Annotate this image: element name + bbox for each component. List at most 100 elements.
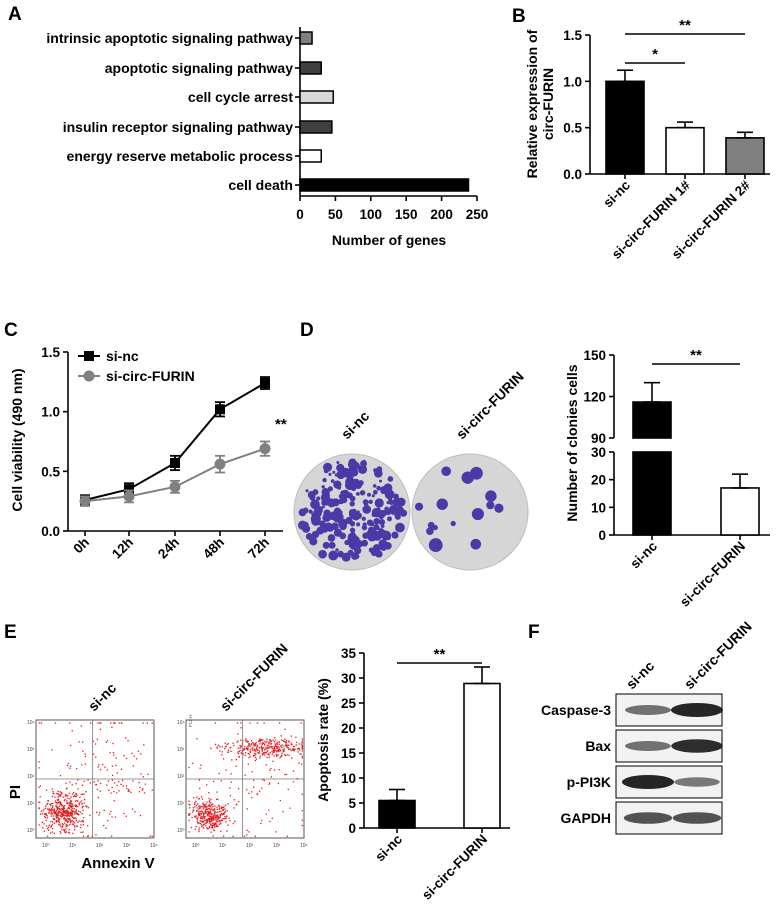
flow-event — [61, 823, 63, 825]
flow-event — [212, 818, 214, 821]
flow-event — [209, 811, 212, 814]
flow-event — [301, 742, 303, 744]
flow-event — [262, 742, 265, 745]
flow-event — [60, 809, 62, 811]
flow-event — [199, 822, 202, 825]
colony-dot — [322, 541, 330, 549]
flow-event — [221, 754, 223, 756]
flow-event — [198, 830, 200, 833]
flow-event — [252, 786, 255, 788]
flow-event — [192, 807, 194, 809]
flow-event — [194, 803, 196, 806]
flow-event — [83, 798, 86, 801]
flow-event — [38, 767, 40, 769]
flow-event — [61, 827, 63, 829]
flow-event — [59, 814, 61, 817]
legend-label-1: si-circ-FURIN — [106, 368, 195, 384]
flow-event — [193, 796, 195, 799]
colony-dot — [373, 517, 380, 525]
flow-event — [227, 749, 230, 752]
flow-event — [301, 738, 303, 740]
flow-event — [218, 823, 220, 825]
colony-dot — [394, 513, 401, 520]
flow-event — [194, 828, 196, 830]
flow-event — [69, 824, 71, 826]
category-label-1: si-circ-FURIN — [677, 539, 748, 610]
colony-dot — [391, 511, 395, 515]
colony-dot — [326, 524, 334, 532]
flow-event — [71, 730, 73, 732]
flow-event — [55, 821, 57, 823]
flow-event — [226, 815, 228, 817]
series-1-point-0 — [79, 495, 91, 507]
flow-event — [116, 772, 118, 774]
flow-event — [192, 762, 194, 765]
flow-event — [288, 748, 290, 751]
flow-event — [255, 753, 257, 755]
flow-event — [214, 819, 216, 821]
flow-event — [67, 762, 69, 765]
flow-event — [61, 813, 63, 815]
flow-event — [203, 806, 205, 809]
category-label-0: intrinsic apoptotic signaling pathway — [46, 30, 293, 46]
flow-event — [264, 749, 266, 751]
flow-event — [215, 818, 217, 820]
flow-event — [107, 819, 109, 822]
colony-dot — [395, 522, 405, 533]
flow-event — [113, 800, 115, 802]
flow-event — [295, 744, 297, 746]
flow-event — [207, 811, 210, 814]
flow-event — [63, 811, 65, 814]
y-tick-label-2: 1.0 — [41, 405, 60, 420]
flow-event — [208, 799, 211, 802]
category-label-1: si-circ-FURIN — [419, 832, 490, 903]
flow-event — [47, 829, 50, 831]
colony-dot — [385, 508, 392, 516]
flow-event — [276, 747, 278, 749]
category-label-2: cell cycle arrest — [188, 89, 293, 105]
flow-event — [292, 781, 295, 783]
flow-event — [72, 832, 74, 835]
flow-event — [62, 814, 65, 817]
flow-event — [44, 817, 47, 819]
flow-event — [280, 735, 283, 737]
colony-dot — [349, 495, 356, 502]
flow-event — [237, 747, 239, 749]
y-tick-low-label-3: 30 — [591, 445, 606, 460]
flow-event — [211, 808, 213, 810]
flow-event — [76, 767, 78, 770]
flow-event — [246, 829, 248, 832]
y-tick-label-5: 25 — [341, 696, 357, 711]
flow-event — [68, 802, 71, 804]
flow-event — [269, 769, 271, 771]
flow-event — [205, 806, 207, 809]
colony-dot — [316, 496, 321, 501]
flow-event — [273, 741, 276, 743]
flow-event — [151, 722, 153, 724]
flow-event — [65, 825, 67, 828]
flow-event — [57, 813, 60, 815]
flow-event — [139, 814, 142, 817]
panel-e-flow: si-nc si-circ-FURIN 10⁰ 10⁰ 10¹ 10¹ 10² 10² 10³ 1… — [7, 640, 308, 872]
flow-event — [212, 803, 214, 805]
flow-event — [107, 780, 110, 782]
flow-event — [261, 754, 264, 756]
flow-event — [216, 821, 218, 823]
flow-event — [140, 773, 142, 775]
flow-event — [258, 740, 260, 742]
flow-event — [237, 733, 239, 735]
flow-event — [251, 749, 254, 751]
flow-event — [197, 822, 199, 824]
flow-event — [265, 752, 267, 754]
flow-event — [270, 746, 272, 748]
flow-event — [75, 811, 77, 813]
colony-dot — [461, 471, 474, 484]
flow-event — [210, 806, 212, 808]
flow-event — [235, 758, 238, 761]
flow-event — [217, 820, 219, 822]
flow-event — [217, 798, 219, 800]
flow-event — [57, 820, 59, 823]
flow-event — [64, 804, 66, 807]
flow-event — [106, 784, 108, 786]
flow-event — [192, 811, 194, 813]
